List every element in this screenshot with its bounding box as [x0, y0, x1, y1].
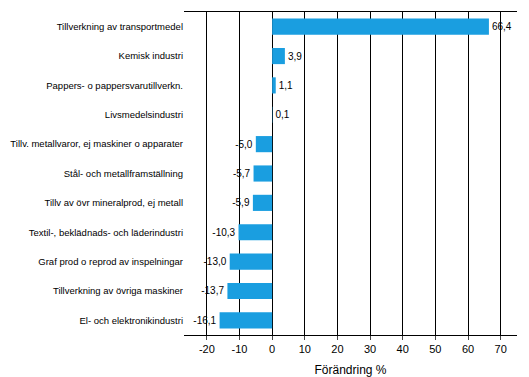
svg-text:50: 50	[429, 343, 441, 355]
svg-text:40: 40	[397, 343, 409, 355]
svg-text:Tillv av övr mineralprod, ej m: Tillv av övr mineralprod, ej metall	[45, 197, 184, 208]
svg-text:Kemisk industri: Kemisk industri	[119, 50, 183, 61]
svg-text:1,1: 1,1	[279, 80, 293, 91]
svg-text:Tillverkning av transportmedel: Tillverkning av transportmedel	[57, 21, 183, 32]
svg-text:66,4: 66,4	[492, 21, 512, 32]
svg-text:-5,9: -5,9	[232, 197, 250, 208]
svg-text:Livsmedelsindustri: Livsmedelsindustri	[105, 109, 183, 120]
svg-text:Tillverkning av övriga maskine: Tillverkning av övriga maskiner	[53, 285, 183, 296]
svg-text:-10: -10	[232, 343, 248, 355]
svg-text:Tillv. metallvaror, ej maskine: Tillv. metallvaror, ej maskiner o appara…	[10, 138, 183, 149]
svg-text:Graf prod o reprod av inspelni: Graf prod o reprod av inspelningar	[38, 256, 183, 267]
svg-text:30: 30	[364, 343, 376, 355]
svg-text:3,9: 3,9	[288, 51, 302, 62]
svg-text:-5,7: -5,7	[233, 168, 251, 179]
svg-text:Förändring %: Förändring %	[314, 363, 386, 377]
svg-text:70: 70	[495, 343, 507, 355]
svg-text:20: 20	[331, 343, 343, 355]
svg-text:60: 60	[462, 343, 474, 355]
svg-text:0,1: 0,1	[275, 109, 289, 120]
svg-text:-20: -20	[199, 343, 215, 355]
svg-text:-16,1: -16,1	[193, 315, 216, 326]
svg-text:Pappers- o pappersvarutillverk: Pappers- o pappersvarutillverkn.	[46, 80, 183, 91]
svg-text:-10,3: -10,3	[212, 227, 235, 238]
svg-text:10: 10	[299, 343, 311, 355]
svg-text:El- och elektronikindustri: El- och elektronikindustri	[80, 315, 184, 326]
svg-text:0: 0	[269, 343, 275, 355]
svg-text:-13,0: -13,0	[203, 256, 226, 267]
svg-text:Textil-, beklädnads- och läder: Textil-, beklädnads- och läderindustri	[29, 227, 183, 238]
svg-text:-13,7: -13,7	[201, 285, 224, 296]
svg-text:-5,0: -5,0	[235, 139, 253, 150]
svg-text:Stål- och metallframställning: Stål- och metallframställning	[64, 168, 183, 179]
